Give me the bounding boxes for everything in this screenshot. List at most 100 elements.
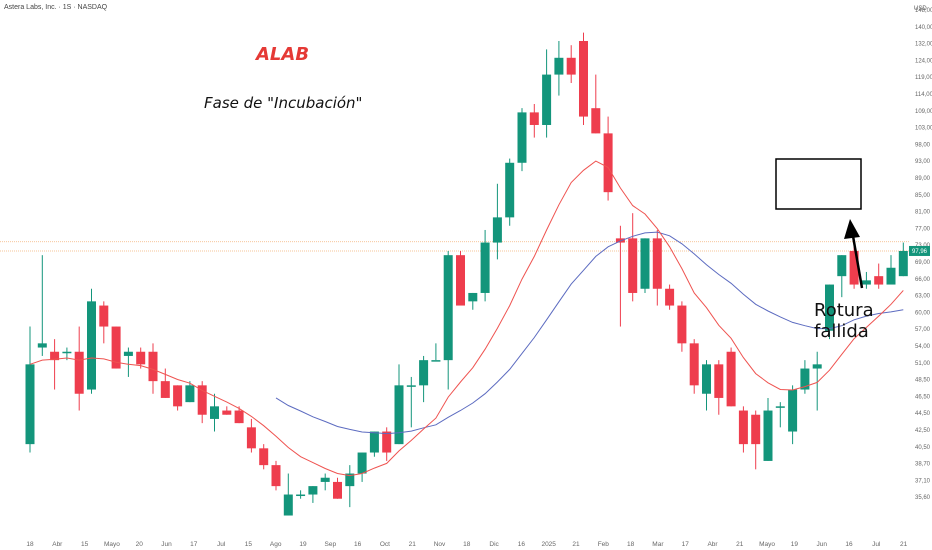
candle-body[interactable] <box>222 410 232 415</box>
candle-body[interactable] <box>357 452 367 474</box>
y-tick-label: 38,70 <box>915 462 931 468</box>
x-tick-label: 21 <box>900 541 908 548</box>
y-tick-label: 44,50 <box>915 411 931 417</box>
candle-body[interactable] <box>333 481 342 499</box>
candle-body[interactable] <box>271 465 281 487</box>
candle-body[interactable] <box>259 448 269 466</box>
y-tick-label: 148,00 <box>915 8 932 14</box>
candle-body[interactable] <box>62 351 72 354</box>
candle-body[interactable] <box>419 360 429 386</box>
candle-body[interactable] <box>529 112 539 125</box>
x-axis-labels: 18 Abr 15 Mayo 20 Jun 17 Jul 15 Ago 19 Sep 16 Oct 21 No… <box>26 541 907 548</box>
x-tick-label: Mayo <box>104 541 120 548</box>
candle-body[interactable] <box>320 477 330 482</box>
candle-body[interactable] <box>234 410 244 424</box>
candle-body[interactable] <box>37 343 47 348</box>
x-tick-label: Feb <box>598 541 610 548</box>
candle-body[interactable] <box>246 427 256 449</box>
candle-body[interactable] <box>800 368 810 390</box>
y-tick-label: 37,10 <box>915 478 931 484</box>
candle-body[interactable] <box>751 414 761 445</box>
candle-body[interactable] <box>628 238 638 293</box>
moving-averages <box>29 160 904 477</box>
candle-body[interactable] <box>492 217 502 243</box>
fast-moving-average <box>29 160 904 477</box>
candle-body[interactable] <box>456 255 465 306</box>
candle-body[interactable] <box>788 389 798 432</box>
x-tick-label: 2025 <box>541 541 556 548</box>
candle-body[interactable] <box>763 410 773 461</box>
candle-body[interactable] <box>431 360 441 362</box>
candle-body[interactable] <box>136 351 146 365</box>
candle-body[interactable] <box>296 494 306 497</box>
candle-body[interactable] <box>689 343 699 386</box>
candle-body[interactable] <box>726 351 736 407</box>
candle-body[interactable] <box>825 284 834 331</box>
candle-body[interactable] <box>345 473 355 487</box>
candle-body[interactable] <box>517 112 527 163</box>
price-tag-bg <box>909 245 930 256</box>
candle-body[interactable] <box>591 108 601 134</box>
x-tick-label: 19 <box>791 541 799 548</box>
y-tick-label: 69,00 <box>915 260 931 266</box>
candle-body[interactable] <box>123 351 133 356</box>
candle-body[interactable] <box>775 406 785 408</box>
candle-body[interactable] <box>738 410 748 445</box>
candle-body[interactable] <box>160 381 170 398</box>
candle-body[interactable] <box>87 301 96 390</box>
candle-body[interactable] <box>849 250 859 285</box>
candle-body[interactable] <box>837 255 847 277</box>
candle-body[interactable] <box>714 364 724 398</box>
candle-body[interactable] <box>480 242 490 293</box>
candle-body[interactable] <box>443 255 453 361</box>
y-tick-label: 42,50 <box>915 428 931 434</box>
x-tick-label: Abr <box>707 541 718 548</box>
y-tick-label: 93,00 <box>915 159 931 165</box>
candle-body[interactable] <box>640 238 650 289</box>
candle-body[interactable] <box>665 288 675 306</box>
candle-body[interactable] <box>505 162 515 218</box>
candle-body[interactable] <box>74 351 84 394</box>
x-tick-label: 18 <box>627 541 635 548</box>
candle-body[interactable] <box>702 364 711 394</box>
candle-body[interactable] <box>603 133 613 193</box>
x-tick-label: Oct <box>380 541 390 548</box>
candle-body[interactable] <box>25 364 35 445</box>
candle-body[interactable] <box>579 40 588 117</box>
x-tick-label: 15 <box>81 541 89 548</box>
candle-body[interactable] <box>382 431 392 453</box>
y-tick-label: 48,50 <box>915 378 931 384</box>
candle-body[interactable] <box>283 494 293 516</box>
candle-body[interactable] <box>394 385 404 445</box>
candle-body[interactable] <box>369 431 379 453</box>
candle-body[interactable] <box>898 250 908 277</box>
candle-body[interactable] <box>210 406 219 419</box>
candle-body[interactable] <box>812 364 822 369</box>
candle-body[interactable] <box>148 351 158 382</box>
last-price-tag: 97,96 <box>909 245 930 256</box>
candle-body[interactable] <box>111 326 121 369</box>
candle-body[interactable] <box>406 385 416 387</box>
candle-body[interactable] <box>554 57 564 75</box>
currency-label: USD <box>914 6 927 12</box>
candle-body[interactable] <box>197 385 207 415</box>
candle-body[interactable] <box>652 238 662 289</box>
candle-body[interactable] <box>874 276 884 285</box>
x-tick-label: 21 <box>409 541 417 548</box>
candle-body[interactable] <box>677 305 687 344</box>
x-tick-label: Mar <box>652 541 664 548</box>
candle-body[interactable] <box>566 57 576 75</box>
x-tick-label: 17 <box>682 541 690 548</box>
candle-body[interactable] <box>308 486 318 495</box>
candle-body[interactable] <box>50 351 60 361</box>
candle-body[interactable] <box>861 280 871 285</box>
candle-body[interactable] <box>173 385 183 407</box>
candle-body[interactable] <box>542 74 552 125</box>
candle-body[interactable] <box>185 385 195 403</box>
candle-body[interactable] <box>99 305 109 327</box>
y-tick-label: 51,00 <box>915 361 931 367</box>
candle-body[interactable] <box>886 267 896 285</box>
candle-body[interactable] <box>468 292 478 302</box>
y-tick-label: 81,00 <box>915 210 931 216</box>
